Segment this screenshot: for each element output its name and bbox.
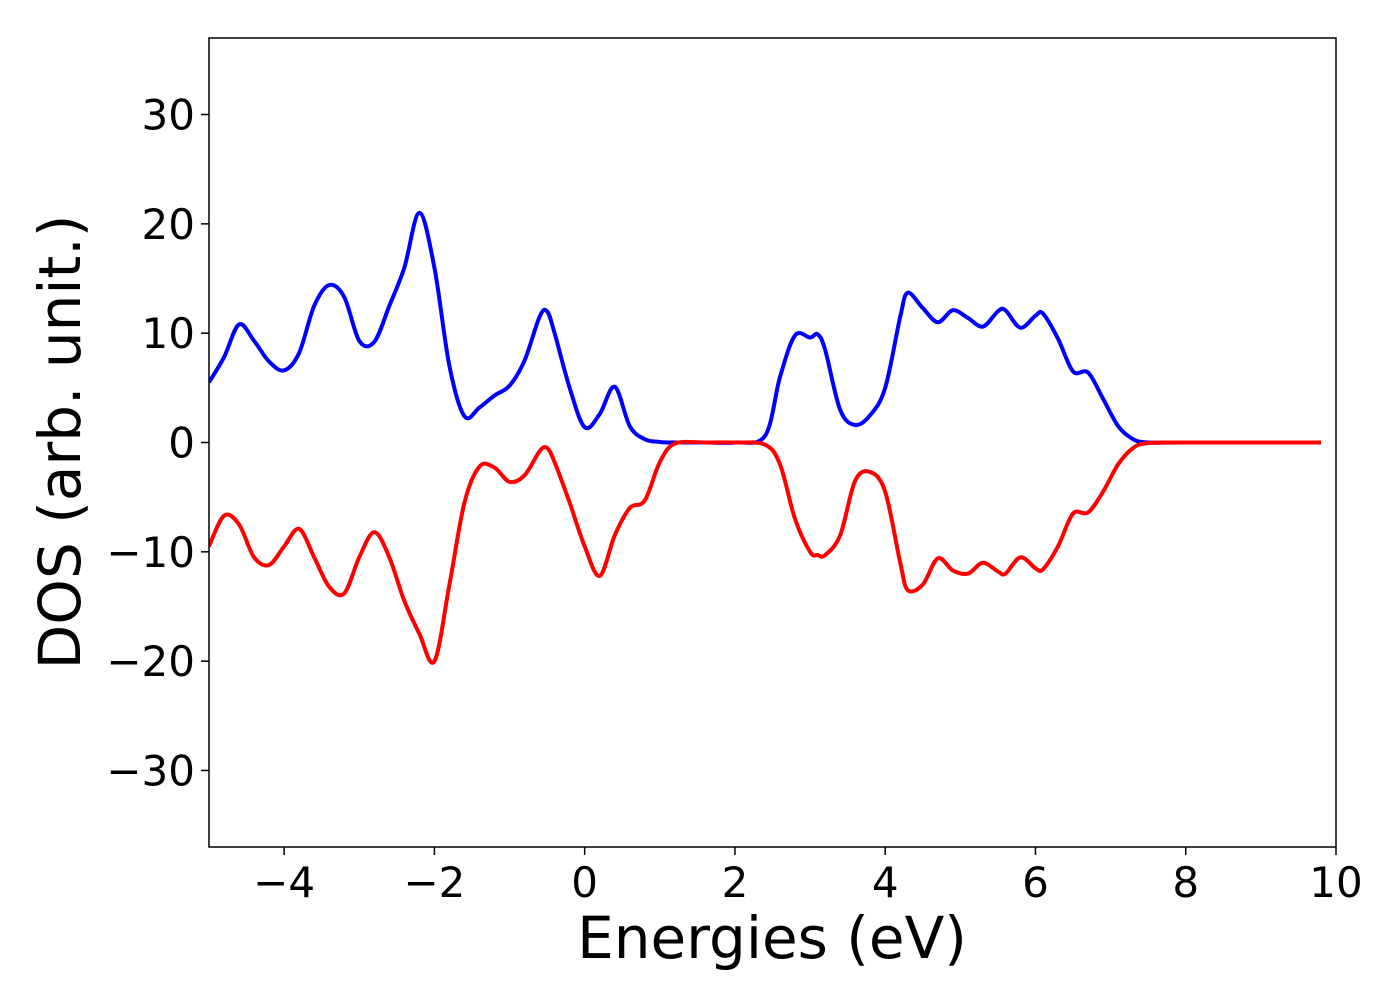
x-tick-label: 0 — [571, 858, 598, 907]
y-tick-label: 0 — [168, 419, 195, 468]
x-tick-label: 10 — [1309, 858, 1362, 907]
y-axis-label: DOS (arb. unit.) — [26, 215, 94, 670]
plot-frame — [208, 37, 1337, 848]
x-tick-label: −2 — [403, 858, 465, 907]
x-tick-label: 4 — [872, 858, 899, 907]
y-tick-label: 30 — [142, 91, 195, 140]
x-tick-label: 2 — [722, 858, 749, 907]
dos-line — [209, 439, 1321, 665]
y-tick-label: 20 — [142, 200, 195, 249]
y-tick-label: 10 — [142, 309, 195, 358]
x-tick-label: −4 — [253, 858, 315, 907]
dos-line — [209, 210, 1321, 445]
y-tick-label: −10 — [106, 528, 195, 577]
y-tick-label: −30 — [106, 746, 195, 795]
x-axis-label: Energies (eV) — [577, 904, 967, 972]
x-tick-label: 8 — [1172, 858, 1199, 907]
x-tick-label: 6 — [1022, 858, 1049, 907]
y-tick-label: −20 — [106, 637, 195, 686]
